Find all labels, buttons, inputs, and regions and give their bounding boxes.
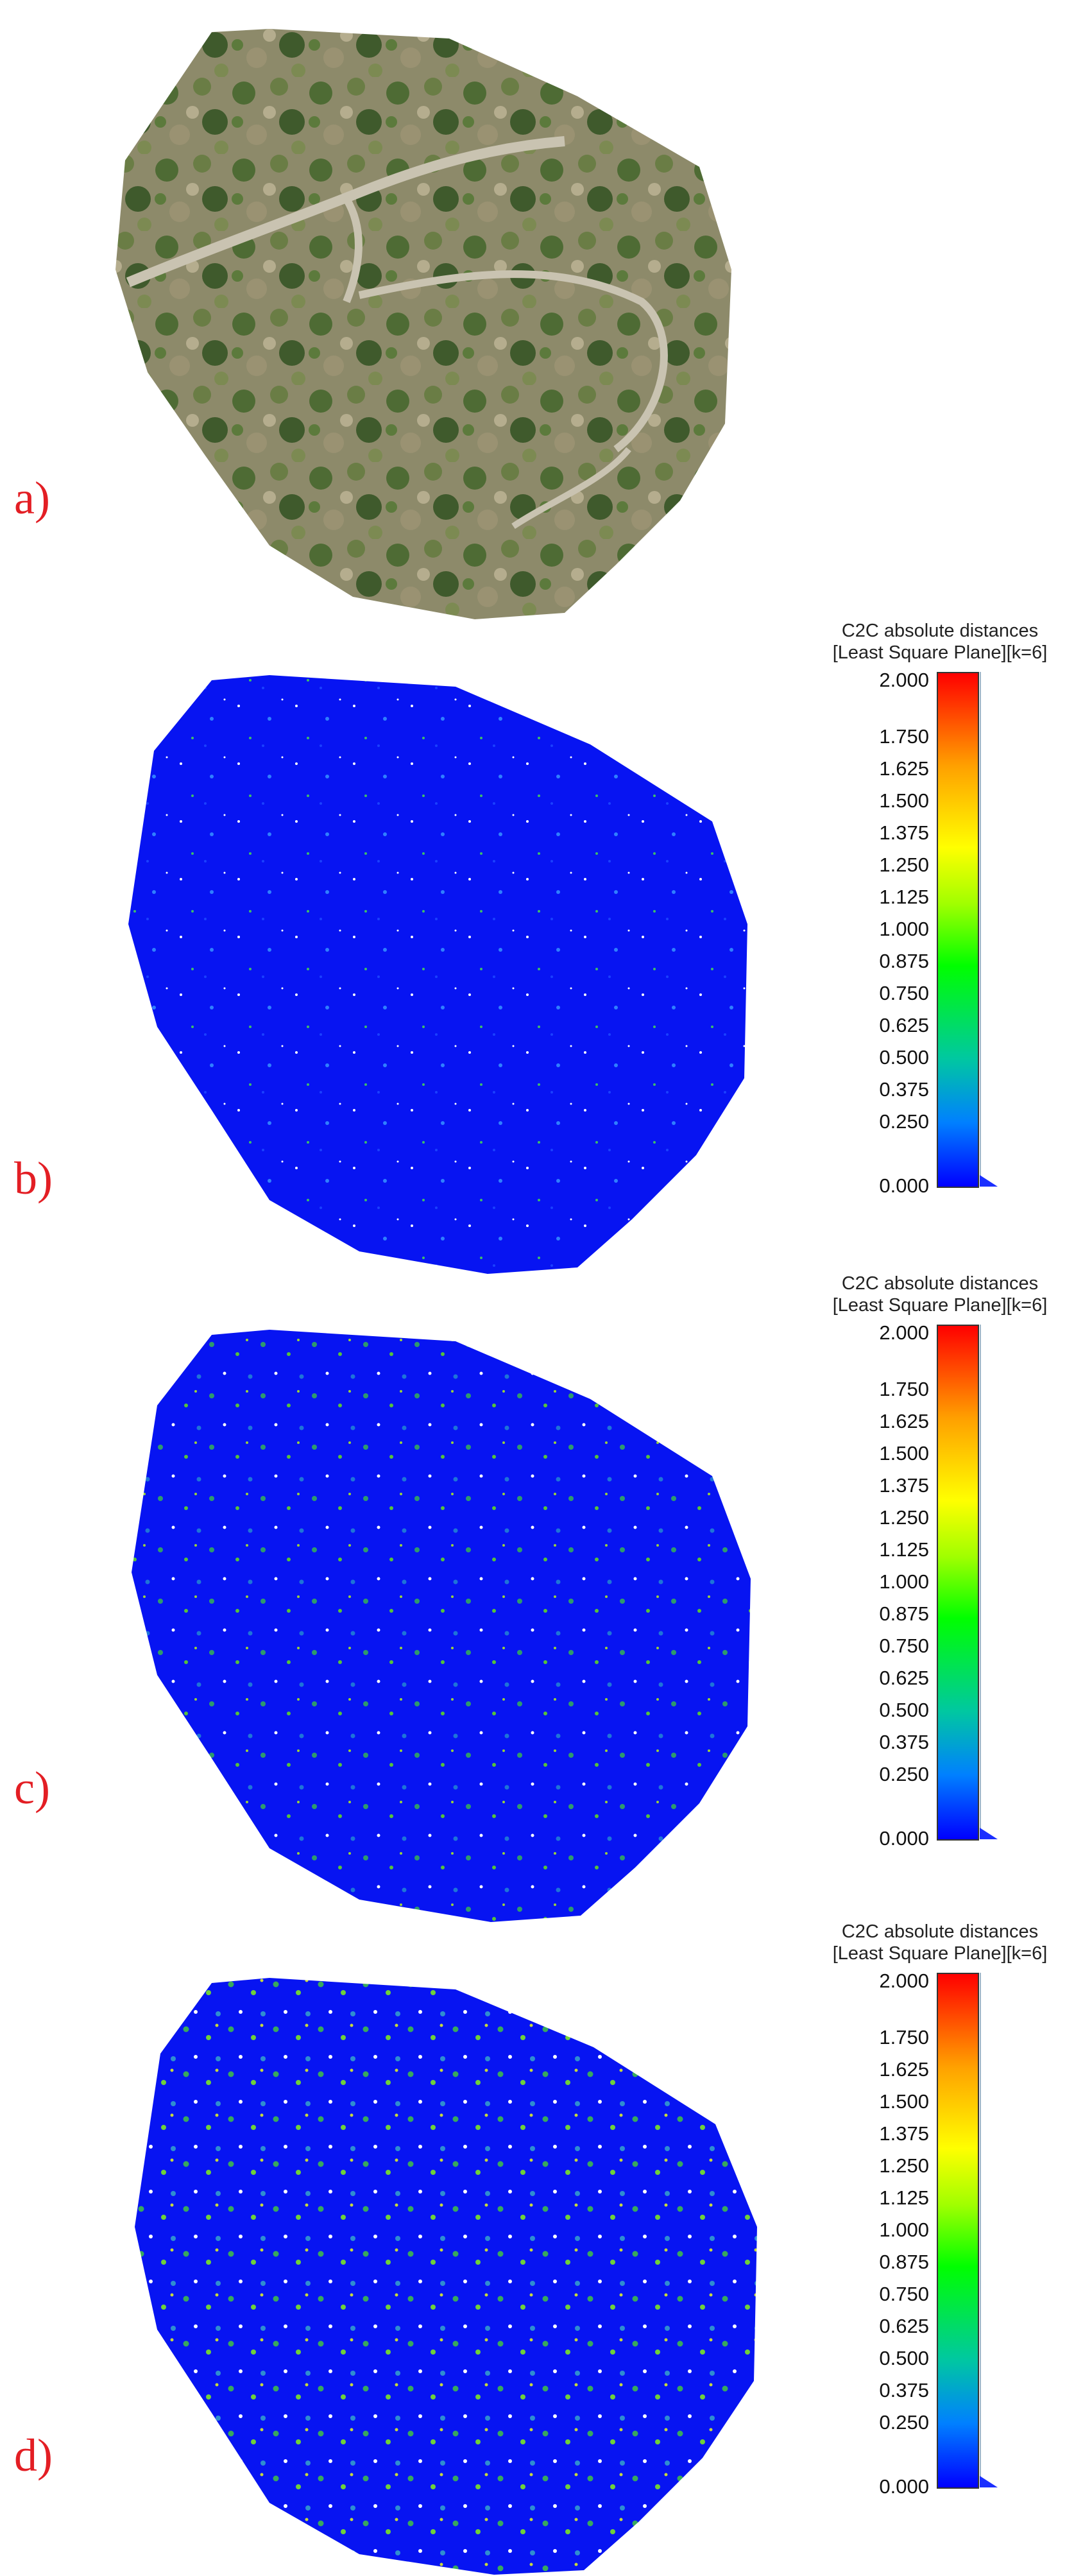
colorbar-tick-label: 0.875 — [879, 2251, 929, 2273]
colorbar-tick-label: 0.500 — [879, 2347, 929, 2369]
colorbar-tick-label: 1.625 — [879, 1410, 929, 1432]
aerial-map — [115, 29, 731, 619]
colorbar-tick-label: 0.750 — [879, 982, 929, 1004]
colorbar-tick-label: 1.500 — [879, 2090, 929, 2113]
colorbar-tick-label: 0.500 — [879, 1699, 929, 1721]
colorbar-tick-label: 2.000 — [879, 669, 929, 691]
colorbar-tick-label: 1.500 — [879, 789, 929, 812]
colorbar-tick-label: 1.000 — [879, 1570, 929, 1593]
colorbar-tick-label: 2.000 — [879, 1321, 929, 1344]
legend-title-line2: [Least Square Plane][k=6] — [832, 1295, 1048, 1316]
colorbar-tick-label: 1.000 — [879, 2219, 929, 2241]
colorbar-tick-label: 0.625 — [879, 1667, 929, 1689]
colorbar-tick-label: 1.375 — [879, 1474, 929, 1497]
colorbar-tick-label: 0.500 — [879, 1046, 929, 1069]
colorbar-gradient — [937, 1325, 979, 1841]
colorbar-legend-d: C2C absolute distances [Least Square Plan… — [796, 1920, 1092, 2530]
colorbar-tick-label: 0.375 — [879, 2379, 929, 2401]
legend-title-line1: C2C absolute distances — [841, 621, 1039, 641]
colorbar-tick-label: 0.750 — [879, 1635, 929, 1657]
colorbar-gradient — [937, 672, 979, 1188]
colorbar-pointer-icon — [980, 1175, 998, 1187]
colorbar-tick-label: 0.000 — [879, 2475, 929, 2498]
colorbar-tick-label: 0.000 — [879, 1174, 929, 1197]
colorbar-tick-label: 1.375 — [879, 821, 929, 844]
colorbar-tick-label: 1.750 — [879, 725, 929, 748]
colorbar-tick-label: 1.625 — [879, 2058, 929, 2081]
colorbar-pointer-icon — [980, 2476, 998, 2487]
distance-map-b — [128, 675, 747, 1274]
colorbar-tick-label: 0.875 — [879, 1602, 929, 1625]
colorbar-tick-label: 0.625 — [879, 2315, 929, 2337]
legend-title-line2: [Least Square Plane][k=6] — [832, 1943, 1048, 1964]
colorbar-tick-label: 1.125 — [879, 886, 929, 908]
colorbar-tick-label: 1.125 — [879, 1538, 929, 1561]
colorbar-rail — [980, 1325, 981, 1838]
colorbar-tick-label: 1.000 — [879, 918, 929, 940]
colorbar-tick-label: 1.750 — [879, 2026, 929, 2048]
colorbar-tick-label: 1.750 — [879, 1378, 929, 1400]
colorbar-tick-label: 0.375 — [879, 1731, 929, 1753]
panel-label-c: c) — [14, 1762, 50, 1814]
panel-label-a: a) — [14, 472, 50, 524]
colorbar-tick-label: 1.500 — [879, 1442, 929, 1464]
colorbar-tick-label: 0.750 — [879, 2283, 929, 2305]
distance-map-d — [135, 1978, 757, 2575]
colorbar-tick-label: 0.250 — [879, 1763, 929, 1785]
colorbar-tick-label: 0.250 — [879, 1110, 929, 1133]
colorbar-tick-label: 1.375 — [879, 2122, 929, 2145]
colorbar-rail — [980, 1973, 981, 2486]
colorbar-tick-label: 1.125 — [879, 2186, 929, 2209]
legend-title-line2: [Least Square Plane][k=6] — [832, 642, 1048, 663]
colorbar-tick-label: 1.250 — [879, 2154, 929, 2177]
panel-label-b: b) — [14, 1153, 53, 1204]
colorbar-gradient — [937, 1973, 979, 2489]
colorbar-tick-label: 1.625 — [879, 757, 929, 780]
colorbar-tick-label: 0.375 — [879, 1078, 929, 1101]
legend-title-line1: C2C absolute distances — [841, 1921, 1039, 1942]
colorbar-tick-label: 1.250 — [879, 1506, 929, 1529]
distance-map-c — [132, 1330, 751, 1922]
colorbar-tick-label: 1.250 — [879, 854, 929, 876]
panel-label-d: d) — [14, 2430, 53, 2481]
colorbar-rail — [980, 672, 981, 1185]
colorbar-tick-label: 0.250 — [879, 2411, 929, 2434]
colorbar-tick-label: 0.625 — [879, 1014, 929, 1036]
colorbar-tick-label: 0.875 — [879, 950, 929, 972]
colorbar-tick-label: 0.000 — [879, 1827, 929, 1850]
legend-title-line1: C2C absolute distances — [841, 1273, 1039, 1294]
colorbar-legend-c: C2C absolute distances [Least Square Plan… — [796, 1272, 1092, 1882]
colorbar-pointer-icon — [980, 1828, 998, 1839]
colorbar-tick-label: 2.000 — [879, 1970, 929, 1992]
colorbar-legend-b: C2C absolute distances [Least Square Plan… — [796, 619, 1092, 1229]
